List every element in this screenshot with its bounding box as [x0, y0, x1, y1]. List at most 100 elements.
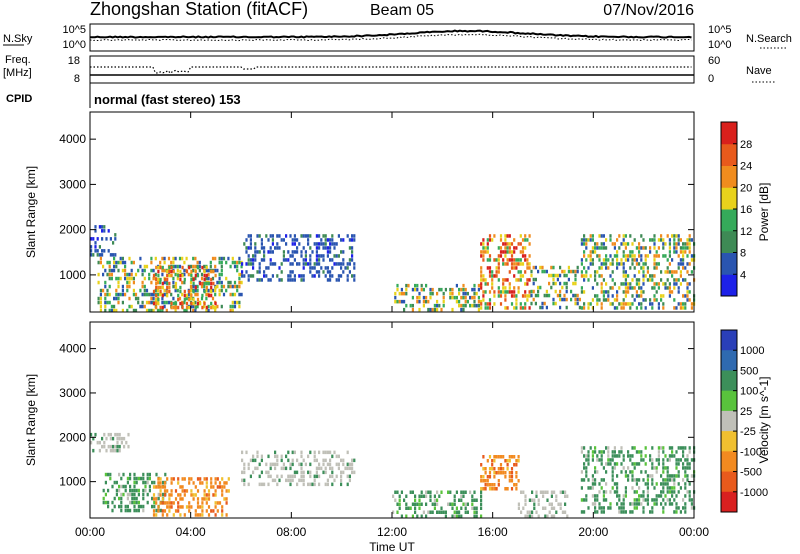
echo-cell — [444, 510, 447, 514]
echo-cell — [218, 292, 221, 297]
echo-cell — [144, 488, 147, 493]
echo-cell — [307, 242, 310, 246]
echo-cell — [289, 278, 292, 282]
echo-cell — [473, 510, 476, 514]
echo-cell — [596, 298, 599, 302]
echo-cell — [300, 462, 303, 467]
echo-cell — [252, 262, 255, 266]
echo-cell — [513, 238, 516, 242]
echo-cell — [134, 292, 138, 297]
echo-cell — [517, 270, 520, 274]
echo-cell — [161, 285, 164, 290]
echo-cell — [274, 450, 277, 455]
echo-cell — [506, 278, 509, 282]
echo-cell — [205, 268, 208, 273]
echo-cell — [168, 269, 171, 274]
echo-cell — [212, 305, 215, 310]
echo-cell — [210, 269, 213, 274]
echo-cell — [521, 274, 525, 278]
echo-cell — [199, 477, 202, 481]
echo-cell — [166, 489, 169, 493]
echo-cell — [594, 446, 597, 450]
echo-cell — [444, 287, 447, 292]
echo-cell — [274, 478, 277, 483]
echo-cell — [156, 292, 160, 297]
echo-cell — [598, 482, 601, 486]
echo-cell — [611, 470, 614, 474]
echo-cell — [247, 278, 250, 282]
echo-cell — [653, 498, 656, 502]
echo-cell — [155, 281, 158, 286]
echo-cell — [607, 454, 610, 458]
echo-cell — [561, 510, 564, 514]
echo-cell — [622, 454, 625, 458]
echo-cell — [644, 454, 647, 458]
echo-cell — [635, 506, 638, 510]
echo-cell — [222, 292, 226, 297]
echo-cell — [631, 286, 634, 290]
echo-cell — [320, 242, 323, 246]
echo-cell — [131, 488, 134, 493]
echo-cell — [651, 510, 654, 514]
echo-cell — [177, 297, 180, 302]
echo-cell — [398, 498, 401, 502]
echo-cell — [113, 308, 116, 313]
echo-cell — [137, 296, 140, 301]
echo-cell — [506, 242, 509, 246]
echo-cell — [203, 304, 206, 309]
echo-cell — [618, 286, 621, 290]
echo-cell — [161, 281, 164, 286]
echo-cell — [225, 481, 228, 485]
echo-cell — [179, 273, 182, 278]
echo-cell — [488, 274, 492, 278]
echo-cell — [168, 265, 171, 270]
echo-cell — [655, 282, 658, 286]
echo-cell — [679, 446, 682, 450]
echo-cell — [484, 487, 487, 491]
echo-cell — [220, 284, 223, 289]
echo-cell — [668, 478, 671, 482]
echo-cell — [329, 238, 332, 242]
echo-cell — [144, 484, 147, 489]
echo-cell — [300, 466, 303, 471]
echo-cell — [113, 260, 116, 265]
echo-cell — [668, 290, 671, 294]
echo-cell — [517, 290, 520, 294]
echo-cell — [207, 493, 211, 497]
echo-cell — [247, 262, 250, 266]
echo-cell — [96, 237, 99, 241]
echo-cell — [673, 306, 676, 310]
echo-cell — [548, 281, 551, 286]
echo-cell — [635, 450, 638, 454]
echo-cell — [684, 242, 687, 246]
echo-cell — [594, 502, 597, 506]
echo-cell — [506, 258, 509, 262]
echo-cell — [631, 302, 634, 306]
echo-cell — [480, 270, 483, 274]
echo-cell — [271, 274, 274, 278]
echo-cell — [596, 302, 599, 306]
echo-cell — [225, 489, 228, 493]
echo-cell — [513, 290, 516, 294]
echo-cell — [159, 481, 162, 485]
echo-cell — [644, 258, 647, 262]
echo-cell — [181, 305, 184, 310]
echo-cell — [194, 273, 197, 278]
echo-cell — [313, 474, 316, 479]
echo-cell — [174, 489, 178, 493]
echo-cell — [165, 300, 168, 305]
echo-cell — [574, 297, 577, 302]
echo-cell — [555, 498, 558, 502]
echo-cell — [90, 237, 93, 241]
echo-cell — [271, 262, 274, 266]
echo-cell — [265, 462, 268, 467]
echo-cell — [302, 482, 305, 487]
echo-cell — [300, 254, 303, 258]
echo-cell — [660, 502, 663, 506]
echo-cell — [157, 285, 160, 290]
echo-cell — [331, 242, 334, 246]
echo-cell — [103, 229, 106, 233]
station-title: Zhongshan Station (fitACF) — [90, 0, 308, 19]
echo-cell — [289, 254, 292, 258]
